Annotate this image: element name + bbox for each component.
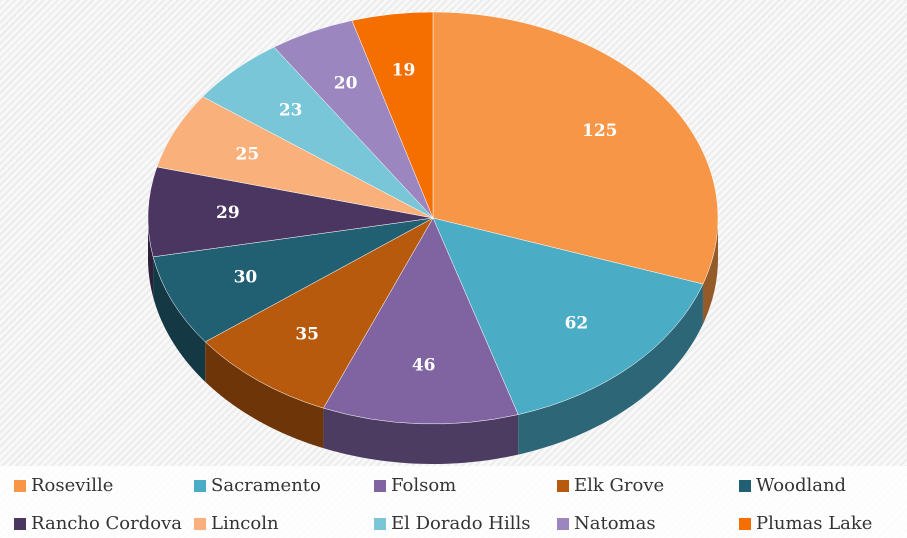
legend-label: Woodland <box>756 475 846 496</box>
data-label: 30 <box>234 268 258 288</box>
legend-label: Folsom <box>391 475 456 496</box>
legend-swatch <box>739 480 751 492</box>
legend-label: Lincoln <box>211 513 279 534</box>
slice <box>351 11 434 219</box>
legend-label: Roseville <box>31 475 113 496</box>
legend-swatch <box>14 518 26 530</box>
legend-swatch <box>374 518 386 530</box>
slice <box>204 217 434 409</box>
data-label: 19 <box>392 61 416 81</box>
legend-swatch <box>14 480 26 492</box>
slice <box>323 217 519 425</box>
slice-side <box>702 218 718 325</box>
slice <box>147 166 434 258</box>
data-label: 35 <box>295 325 319 345</box>
data-label: 125 <box>582 121 618 141</box>
legend-swatch <box>374 480 386 492</box>
legend-label: Rancho Cordova <box>31 513 182 534</box>
data-label: 62 <box>565 314 589 334</box>
slice <box>152 217 434 343</box>
legend-label: Elk Grove <box>574 475 664 496</box>
legend-swatch <box>194 480 206 492</box>
slice-side <box>518 284 703 455</box>
legend-label: Natomas <box>574 513 656 534</box>
legend-swatch <box>194 518 206 530</box>
data-label: 46 <box>412 356 436 376</box>
legend-label: El Dorado Hills <box>391 513 531 534</box>
slice <box>432 217 704 415</box>
data-label: 23 <box>279 101 303 121</box>
data-label: 20 <box>334 73 358 93</box>
slice-side <box>323 408 519 464</box>
legend-swatch <box>739 518 751 530</box>
slice-side <box>153 256 206 382</box>
slice-side <box>205 341 324 449</box>
legend-swatch <box>557 480 569 492</box>
legend-label: Plumas Lake <box>756 513 872 534</box>
data-label: 25 <box>236 144 260 164</box>
legend-swatch <box>557 518 569 530</box>
data-label: 29 <box>216 203 240 223</box>
legend-background <box>0 466 907 538</box>
legend-label: Sacramento <box>211 475 321 496</box>
slice <box>432 11 719 285</box>
